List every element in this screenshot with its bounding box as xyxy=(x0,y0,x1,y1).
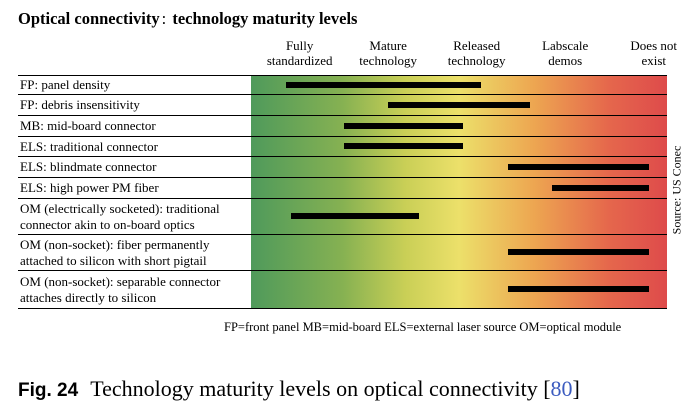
row-label-line: ELS: blindmate connector xyxy=(20,159,157,174)
maturity-bar xyxy=(507,286,650,292)
maturity-bar xyxy=(551,184,650,191)
level-header-line: Fully xyxy=(285,38,314,53)
row-label-line: attaches directly to silicon xyxy=(20,289,157,305)
row-divider xyxy=(18,308,667,309)
row-label: FP: panel density xyxy=(20,76,248,94)
row-label: ELS: traditional connector xyxy=(20,137,248,156)
level-header-line: Mature xyxy=(369,38,407,53)
row-label-line: OM (electrically socketed): traditional xyxy=(20,200,220,216)
row-divider xyxy=(18,94,667,95)
level-header-line: technology xyxy=(447,53,506,68)
row-divider xyxy=(18,234,667,235)
row-label-line: connector akin to on-board optics xyxy=(20,216,195,232)
row-label: OM (non-socket): separable connector atta… xyxy=(20,271,248,308)
maturity-bar xyxy=(388,101,530,108)
row-divider xyxy=(18,177,667,178)
row-label-line: OM (non-socket): separable connector xyxy=(20,273,221,289)
maturity-bar xyxy=(343,122,464,129)
row-divider xyxy=(18,198,667,199)
figure-caption: Fig. 24 Technology maturity levels on opt… xyxy=(18,376,580,401)
row-label-line: ELS: high power PM fiber xyxy=(20,180,159,195)
level-header-line: exist xyxy=(641,53,666,68)
level-header-4: Does not exist xyxy=(609,38,695,68)
row-label: FP: debris insensitivity xyxy=(20,95,248,115)
row-label: MB: mid-board connector xyxy=(20,116,248,136)
maturity-bar xyxy=(343,143,464,149)
level-header-2: Released technology xyxy=(432,38,522,68)
row-label-line: MB: mid-board connector xyxy=(20,118,156,133)
maturity-bar xyxy=(507,249,650,255)
abbreviation-footnote: FP=front panel MB=mid-board ELS=external… xyxy=(224,320,622,334)
chart-title: Optical connectivity: technology maturit… xyxy=(18,9,358,28)
row-divider xyxy=(18,270,667,271)
maturity-bar xyxy=(507,163,650,170)
figure-label: Fig. 24 xyxy=(18,380,79,401)
row-divider xyxy=(18,156,667,157)
row-label: ELS: high power PM fiber xyxy=(20,178,248,198)
level-header-0: Fully standardized xyxy=(255,38,345,68)
row-label: OM (electrically socketed): traditional c… xyxy=(20,199,248,234)
caption-text: Technology maturity levels on optical co… xyxy=(90,376,551,401)
row-label-line: FP: debris insensitivity xyxy=(20,97,140,112)
chart-subtitle: technology maturity levels xyxy=(172,9,358,28)
maturity-gradient-background xyxy=(251,75,667,308)
row-label: ELS: blindmate connector xyxy=(20,157,248,177)
maturity-bar xyxy=(286,81,482,88)
row-label-line: attached to silicon with short pigtail xyxy=(20,252,207,268)
source-note: Source: US Conec xyxy=(669,145,684,235)
level-header-line: technology xyxy=(359,53,418,68)
level-header-line: demos xyxy=(548,53,583,68)
row-label: OM (non-socket): fiber permanently attach… xyxy=(20,235,248,270)
level-header-line: standardized xyxy=(266,53,333,68)
row-label-line: ELS: traditional connector xyxy=(20,138,158,154)
row-divider xyxy=(18,115,667,116)
level-header-line: Labscale xyxy=(542,38,589,53)
level-header-line: Does not xyxy=(630,38,678,53)
row-label-line: OM (non-socket): fiber permanently xyxy=(20,236,210,252)
reference-link[interactable]: 80 xyxy=(550,376,573,401)
row-label-line: FP: panel density xyxy=(20,77,111,92)
row-divider xyxy=(18,75,667,76)
row-divider xyxy=(18,136,667,137)
level-header-line: Released xyxy=(453,38,501,53)
maturity-bar xyxy=(290,213,420,219)
level-header-1: Mature technology xyxy=(343,38,433,68)
level-header-3: Labscale demos xyxy=(520,38,610,68)
